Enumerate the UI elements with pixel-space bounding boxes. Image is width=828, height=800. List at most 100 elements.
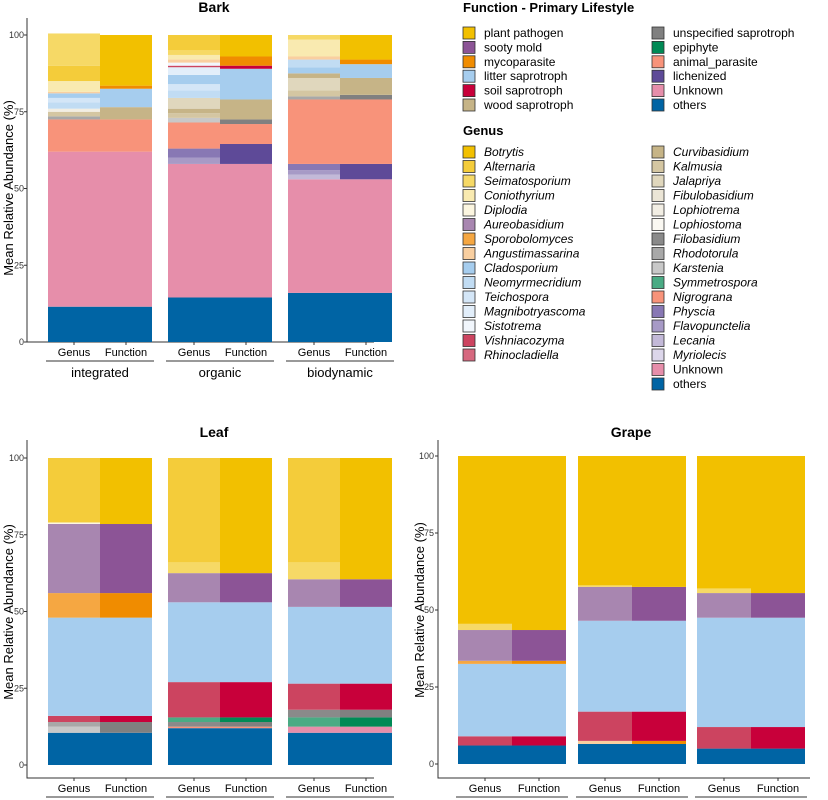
y-axis-label: Mean Relative Abundance (%) [412, 522, 427, 698]
bar-segment-litter-saprotroph [100, 88, 152, 108]
legend-label: Unknown [673, 84, 723, 98]
bar-segment-angustimassarina [168, 59, 220, 63]
legend-label: Symmetrospora [673, 276, 758, 290]
axis-frame [26, 440, 374, 779]
bar-segment-vishniacozyma [458, 736, 512, 746]
legend-label: Rhodotorula [673, 247, 739, 261]
bar-segment-mycoparasite [220, 56, 272, 66]
bar-segment-rhodotorula [48, 116, 100, 120]
bar-segment-animal-parasite [220, 726, 272, 729]
legend-label: Cladosporium [484, 261, 558, 275]
bar-segment-coniothyrium [48, 81, 100, 92]
legend-swatch [462, 145, 476, 159]
bar-label: Genus [58, 347, 91, 359]
bar-segment-plant-pathogen [100, 458, 152, 525]
y-tick-label: 75 [14, 530, 24, 540]
bar-segment-vishniacozyma [48, 715, 100, 723]
bar-segment-others [100, 306, 152, 342]
legend-label: Neomyrmecridium [484, 276, 581, 290]
bar-segment-aureobasidium [578, 586, 632, 621]
y-axis-label: Mean Relative Abundance (%) [1, 100, 16, 276]
legend-label: Kalmusia [673, 160, 723, 174]
bar-segment-plant-pathogen [220, 35, 272, 57]
bar-segment-others [751, 748, 805, 764]
bar-label: Genus [178, 783, 211, 795]
bar-segment-others [512, 745, 566, 764]
bar-segment-alternaria [48, 65, 100, 82]
legend-swatch [462, 232, 476, 246]
bar-segment-unknown [100, 151, 152, 307]
legend-swatch [651, 55, 665, 69]
bar-segment-others [288, 732, 340, 765]
bar-segment-nigrograna [288, 99, 340, 164]
bar-segment-unspecified-saprotroph [340, 709, 392, 718]
bar-segment-neomyrmecridium [288, 59, 340, 68]
legend-swatch [462, 305, 476, 318]
bar-segment-angustimassarina [578, 740, 632, 744]
legend-swatch [651, 174, 665, 188]
bar-segment-litter-saprotroph [340, 606, 392, 684]
legend-label: others [673, 377, 706, 391]
bar-segment-lophiotrema [48, 108, 100, 112]
legend-label: Physcia [673, 305, 715, 319]
bar-segment-cladosporium [168, 74, 220, 85]
bar-segment-wood-saprotroph [220, 99, 272, 120]
bar-segment-soil-saprotroph [220, 65, 272, 69]
bar-segment-vishniacozyma [697, 727, 751, 749]
legend-swatch [651, 160, 665, 173]
bar-segment-magnibotryascoma [168, 67, 220, 75]
bar-segment-cladosporium [288, 67, 340, 74]
axis-frame [437, 440, 810, 779]
legend-swatch [462, 218, 476, 231]
y-tick-label: 0 [19, 337, 24, 347]
bar-segment-aureobasidium [48, 524, 100, 594]
bar-segment-vishniacozyma [288, 683, 340, 710]
bar-segment-aureobasidium [288, 579, 340, 607]
legend-label: epiphyte [673, 40, 719, 54]
chart-panel-leaf: Leaf Mean Relative Abundance (%) 0 25 50 75 10… [1, 424, 394, 798]
legend-label: Lecania [673, 334, 715, 348]
bar-segment-lichenized [220, 143, 272, 164]
legend-swatch [651, 84, 665, 97]
legend-label: mycoparasite [484, 55, 556, 69]
bar-segment-cladosporium [48, 617, 100, 716]
legend-swatch [651, 98, 665, 112]
legend-swatch [462, 55, 476, 69]
bar-segment-vishniacozyma [168, 65, 220, 68]
bar-segment-mycoparasite [632, 740, 686, 744]
legend-label: Unknown [673, 363, 723, 377]
bar-segment-litter-saprotroph [512, 663, 566, 737]
bar-segment-aureobasidium [697, 593, 751, 618]
bar-segment-cladosporium [48, 93, 100, 98]
bar-segment-botrytis [458, 456, 512, 624]
y-tick-label: 75 [424, 528, 434, 538]
legend-swatch [462, 84, 476, 97]
bar-label: Genus [589, 783, 622, 795]
y-tick-label: 0 [429, 759, 434, 769]
legend-label: Curvibasidium [673, 145, 749, 159]
y-tick-label: 100 [9, 453, 24, 463]
bar-segment-wood-saprotroph [100, 107, 152, 120]
legend-label: others [673, 98, 706, 112]
legend-swatch [651, 290, 665, 304]
legend-swatch [462, 261, 476, 275]
y-tick-label: 75 [14, 107, 24, 117]
bar-segment-others [100, 732, 152, 765]
bar-segment-karstenia [48, 726, 100, 733]
bar-segment-litter-saprotroph [340, 64, 392, 78]
bar-segment-plant-pathogen [632, 456, 686, 587]
bar-segment-others [168, 297, 220, 342]
legend-label: Coniothyrium [484, 189, 555, 203]
y-tick-label: 0 [19, 760, 24, 770]
bar-label: Genus [58, 783, 91, 795]
bar-segment-filobasidium [288, 709, 340, 718]
legend-label: Seimatosporium [484, 174, 571, 188]
legend-label: soil saprotroph [484, 84, 563, 98]
bar-label: Function [518, 783, 560, 795]
bar-segment-epiphyte [340, 717, 392, 727]
bar-segment-cladosporium [168, 602, 220, 683]
bar-segment-cladosporium [458, 663, 512, 737]
legend-label: unspecified saprotroph [673, 26, 794, 40]
bar-segment-vishniacozyma [168, 682, 220, 718]
legend-label: Flavopunctelia [673, 319, 751, 333]
